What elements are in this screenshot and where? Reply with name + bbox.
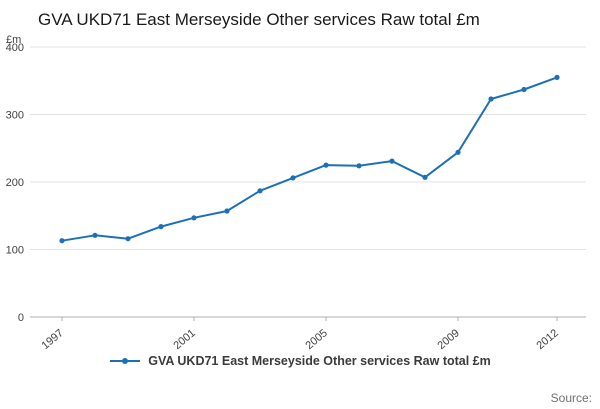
source-label: Source: <box>550 391 592 405</box>
line-chart: £m 0 100 200 300 400 1997 2001 2005 2009 2012 <box>6 34 586 352</box>
data-point-markers <box>59 74 560 244</box>
svg-text:200: 200 <box>6 177 24 189</box>
gridlines <box>30 46 586 318</box>
svg-text:2005: 2005 <box>303 327 329 352</box>
svg-text:1997: 1997 <box>39 327 65 352</box>
y-axis-unit-label: £m <box>6 34 21 46</box>
svg-text:400: 400 <box>6 42 24 54</box>
data-series-line <box>61 76 558 242</box>
svg-text:300: 300 <box>6 110 24 122</box>
svg-text:2012: 2012 <box>534 327 560 352</box>
x-axis-tick-labels: 1997 2001 2005 2009 2012 <box>39 317 561 352</box>
legend-item[interactable]: GVA UKD71 East Merseyside Other services… <box>0 354 600 368</box>
chart-title: GVA UKD71 East Merseyside Other services… <box>38 10 480 29</box>
y-axis-tick-labels: 0 100 200 300 400 <box>6 42 24 324</box>
svg-text:2009: 2009 <box>435 327 461 352</box>
legend-line-marker-icon <box>110 358 141 364</box>
svg-text:100: 100 <box>6 245 24 257</box>
svg-text:0: 0 <box>18 312 24 324</box>
legend-label: GVA UKD71 East Merseyside Other services… <box>148 354 491 368</box>
svg-text:2001: 2001 <box>171 327 197 352</box>
